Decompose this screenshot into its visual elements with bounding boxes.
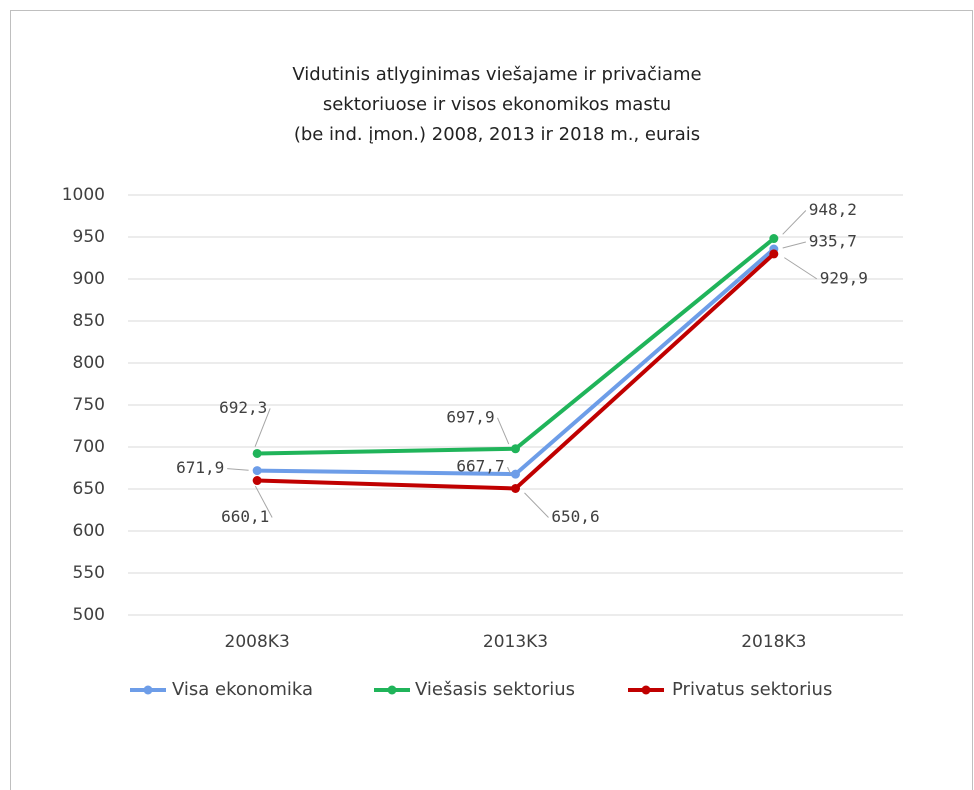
y-tick-label: 500 xyxy=(73,605,105,625)
point xyxy=(769,234,779,244)
legend-label: Viešasis sektorius xyxy=(415,679,575,700)
point xyxy=(769,249,779,259)
data-label: 929,9 xyxy=(820,268,868,287)
leader-line xyxy=(782,241,806,249)
legend-marker xyxy=(641,685,651,695)
leader-line xyxy=(782,210,807,235)
data-label: 948,2 xyxy=(809,200,857,219)
point xyxy=(511,483,520,493)
legend-marker xyxy=(143,685,153,695)
data-label: 697,9 xyxy=(446,407,494,426)
chart-title: sektoriuose ir visos ekonomikos mastu xyxy=(323,94,671,115)
y-tick-label: 850 xyxy=(73,311,105,331)
y-tick-label: 950 xyxy=(73,227,105,247)
leader-line xyxy=(254,485,273,518)
leader-line xyxy=(784,257,818,280)
leader-line xyxy=(507,466,511,474)
data-label: 667,7 xyxy=(456,457,504,476)
leader-line xyxy=(497,417,510,445)
legend-label: Privatus sektorius xyxy=(672,679,832,700)
data-label: 935,7 xyxy=(809,232,857,251)
data-label: 692,3 xyxy=(219,398,267,417)
chart-title: (be ind. įmon.) 2008, 2013 ir 2018 m., e… xyxy=(294,124,700,145)
data-label: 650,6 xyxy=(551,507,599,526)
chart-border xyxy=(10,10,973,790)
point xyxy=(252,466,262,476)
y-tick-label: 600 xyxy=(73,521,105,541)
chart-title: Vidutinis atlyginimas viešajame ir priva… xyxy=(292,64,701,85)
x-tick-label: 2008K3 xyxy=(225,632,290,652)
y-tick-label: 650 xyxy=(73,479,105,499)
data-label: 660,1 xyxy=(221,507,269,526)
y-tick-label: 1000 xyxy=(62,185,105,205)
leader-line xyxy=(227,468,249,471)
point xyxy=(511,444,520,454)
legend-label: Visa ekonomika xyxy=(172,679,313,700)
point xyxy=(511,469,520,479)
x-tick-label: 2013K3 xyxy=(483,632,548,652)
x-tick-label: 2018K3 xyxy=(741,632,806,652)
y-tick-label: 800 xyxy=(73,353,105,373)
y-tick-label: 550 xyxy=(73,563,105,583)
leader-line xyxy=(524,492,549,518)
point xyxy=(252,476,262,486)
y-tick-label: 900 xyxy=(73,269,105,289)
y-tick-label: 700 xyxy=(73,437,105,457)
point xyxy=(252,448,262,458)
y-tick-label: 750 xyxy=(73,395,105,415)
leader-line xyxy=(254,408,271,447)
data-label: 671,9 xyxy=(176,458,224,477)
legend-marker xyxy=(387,685,397,695)
